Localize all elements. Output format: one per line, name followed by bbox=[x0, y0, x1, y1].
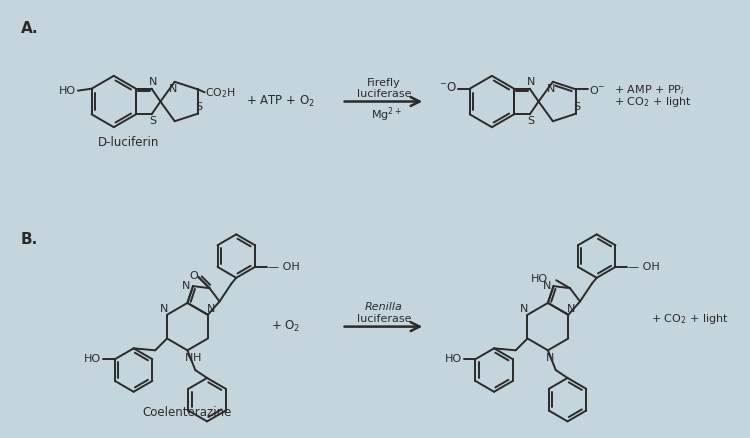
Text: N: N bbox=[169, 84, 177, 94]
Text: S: S bbox=[195, 102, 202, 112]
Text: S: S bbox=[573, 102, 580, 112]
Text: N: N bbox=[182, 281, 190, 291]
Text: HO: HO bbox=[58, 86, 76, 95]
Text: N: N bbox=[542, 281, 550, 291]
Text: HO: HO bbox=[84, 354, 101, 364]
Text: B.: B. bbox=[20, 232, 38, 247]
Text: N: N bbox=[520, 304, 529, 314]
Text: — OH: — OH bbox=[628, 262, 660, 272]
Text: + CO$_2$ + light: + CO$_2$ + light bbox=[651, 312, 728, 326]
Text: HO: HO bbox=[445, 354, 462, 364]
Text: Renilla: Renilla bbox=[365, 302, 403, 312]
Text: HO: HO bbox=[531, 274, 548, 284]
Text: O: O bbox=[189, 271, 198, 281]
Text: S: S bbox=[527, 116, 534, 126]
Text: A.: A. bbox=[20, 21, 38, 35]
Text: N: N bbox=[567, 304, 575, 314]
Text: N: N bbox=[148, 77, 157, 87]
Text: $^{-}$O: $^{-}$O bbox=[439, 81, 457, 94]
Text: N: N bbox=[547, 84, 555, 94]
Text: + ATP + O$_2$: + ATP + O$_2$ bbox=[246, 94, 315, 109]
Text: N: N bbox=[185, 353, 194, 363]
Text: + O$_2$: + O$_2$ bbox=[271, 319, 300, 334]
Text: + CO$_2$ + light: + CO$_2$ + light bbox=[614, 95, 692, 109]
Text: luciferase: luciferase bbox=[356, 88, 411, 99]
Text: + AMP + PP$_i$: + AMP + PP$_i$ bbox=[614, 83, 685, 96]
Text: Mg$^{2+}$: Mg$^{2+}$ bbox=[371, 105, 402, 124]
Text: S: S bbox=[149, 116, 156, 126]
Text: CO$_2$H: CO$_2$H bbox=[205, 86, 236, 100]
Text: — OH: — OH bbox=[268, 262, 299, 272]
Text: N: N bbox=[526, 77, 535, 87]
Text: Coelenterazine: Coelenterazine bbox=[142, 406, 232, 419]
Text: N: N bbox=[206, 304, 215, 314]
Text: H: H bbox=[193, 353, 202, 363]
Text: N: N bbox=[546, 353, 554, 363]
Text: O$^{-}$: O$^{-}$ bbox=[589, 84, 605, 96]
Text: D-luciferin: D-luciferin bbox=[98, 137, 159, 149]
Text: luciferase: luciferase bbox=[356, 314, 411, 324]
Text: N: N bbox=[160, 304, 168, 314]
Text: Firefly: Firefly bbox=[367, 78, 400, 88]
